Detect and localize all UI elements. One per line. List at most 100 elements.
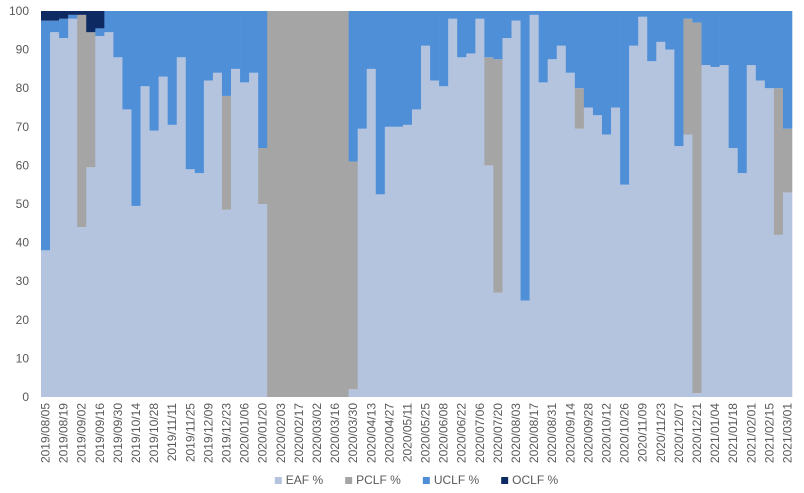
bar-segment — [348, 11, 358, 162]
y-tick-label: 40 — [16, 236, 30, 250]
y-tick-label: 100 — [9, 4, 29, 18]
bar-segment — [547, 11, 558, 60]
x-tick-label: 2020/04/13 — [364, 403, 378, 463]
y-tick-label: 80 — [16, 81, 30, 95]
bar-segment — [656, 41, 666, 397]
bar-segment — [511, 20, 521, 398]
x-tick-label: 2020/08/31 — [545, 403, 559, 463]
bar-segment — [77, 14, 87, 228]
bar-segment — [41, 11, 51, 21]
bar-segment — [240, 11, 250, 83]
bar-segment — [303, 11, 313, 397]
bar-segment — [258, 204, 268, 397]
legend-swatch — [501, 477, 509, 484]
x-tick-label: 2019/09/30 — [111, 403, 125, 463]
bar-segment — [113, 11, 123, 58]
bar-segment — [475, 11, 485, 19]
x-tick-label: 2020/03/16 — [328, 403, 342, 463]
legend-swatch — [345, 477, 353, 484]
bar-segment — [647, 11, 657, 62]
bar-segment — [502, 11, 512, 39]
bar-segment — [511, 11, 521, 21]
bar-segment — [59, 38, 69, 398]
bar-segment — [131, 205, 141, 397]
legend-label: UCLF % — [434, 473, 480, 487]
y-tick-label: 0 — [22, 390, 29, 404]
x-tick-label: 2020/08/17 — [527, 403, 541, 463]
bar-segment — [149, 11, 159, 131]
x-tick-label: 2019/08/19 — [57, 403, 71, 463]
bar-segment — [366, 11, 377, 69]
bar-segment — [773, 11, 784, 89]
bar-segment — [366, 68, 377, 398]
bar-segment — [710, 66, 720, 397]
x-tick-label: 2019/10/28 — [147, 403, 161, 463]
x-tick-label: 2020/06/08 — [437, 403, 451, 463]
bar-segment — [565, 11, 576, 73]
bar-segment — [538, 11, 548, 83]
bar-segment — [728, 11, 739, 149]
x-tick-label: 2020/07/06 — [473, 403, 487, 463]
bar-segment — [185, 11, 196, 170]
x-tick-label: 2019/08/05 — [39, 403, 53, 463]
bar-segment — [529, 14, 539, 398]
bar-segment — [348, 389, 358, 397]
bar-segment — [647, 61, 657, 398]
bar-segment — [520, 300, 530, 397]
bar-segment — [601, 134, 612, 397]
bar-segment — [402, 124, 413, 398]
x-tick-label: 2021/01/04 — [708, 403, 722, 463]
bar-segment — [746, 65, 757, 397]
bar-segment — [755, 80, 766, 397]
bar-segment — [611, 107, 621, 397]
bar-segment — [421, 45, 431, 398]
x-tick-label: 2020/09/14 — [563, 403, 577, 463]
bar-segment — [764, 11, 775, 89]
x-tick-label: 2020/09/28 — [581, 403, 595, 463]
x-tick-label: 2021/02/01 — [744, 403, 758, 463]
bar-segment — [41, 20, 51, 251]
bar-segment — [212, 11, 223, 73]
bar-segment — [185, 169, 196, 397]
x-tick-label: 2021/03/01 — [780, 403, 794, 463]
legend-label: OCLF % — [512, 473, 558, 487]
bar-segment — [68, 14, 78, 19]
bar-segment — [393, 11, 404, 127]
x-tick-label: 2021/02/15 — [762, 403, 776, 463]
x-tick-label: 2019/10/14 — [129, 403, 143, 463]
bar-segment — [620, 11, 630, 185]
bar-segment — [285, 11, 295, 397]
bar-segment — [221, 11, 232, 96]
y-tick-label: 10 — [16, 351, 30, 365]
bar-segment — [50, 20, 60, 33]
x-tick-label: 2020/10/12 — [600, 403, 614, 463]
bar-segment — [86, 167, 96, 397]
bar-segment — [258, 148, 268, 204]
bar-segment — [755, 11, 766, 81]
x-tick-label: 2020/01/06 — [238, 403, 252, 463]
bar-segment — [556, 45, 567, 398]
bar-segment — [583, 11, 594, 108]
x-tick-label: 2020/02/03 — [274, 403, 288, 463]
bar-segment — [312, 11, 322, 397]
bar-segment — [430, 11, 440, 81]
bar-segment — [574, 11, 585, 89]
bar-segment — [411, 11, 422, 110]
bar-segment — [384, 11, 395, 127]
x-tick-label: 2020/03/02 — [310, 403, 324, 463]
x-tick-label: 2020/02/17 — [292, 403, 306, 463]
bar-segment — [728, 148, 739, 397]
x-tick-label: 2020/10/26 — [618, 403, 632, 463]
bar-segment — [50, 32, 60, 397]
bar-segment — [95, 28, 105, 37]
bar-segment — [493, 11, 503, 60]
y-tick-label: 70 — [16, 120, 30, 134]
bar-segment — [104, 11, 114, 33]
bar-segment — [466, 11, 476, 54]
y-tick-label: 60 — [16, 158, 30, 172]
bar-segment — [330, 11, 340, 397]
bar-segment — [149, 130, 159, 397]
bar-segment — [203, 80, 214, 397]
bar-segment — [674, 11, 684, 147]
bar-segment — [629, 45, 639, 398]
